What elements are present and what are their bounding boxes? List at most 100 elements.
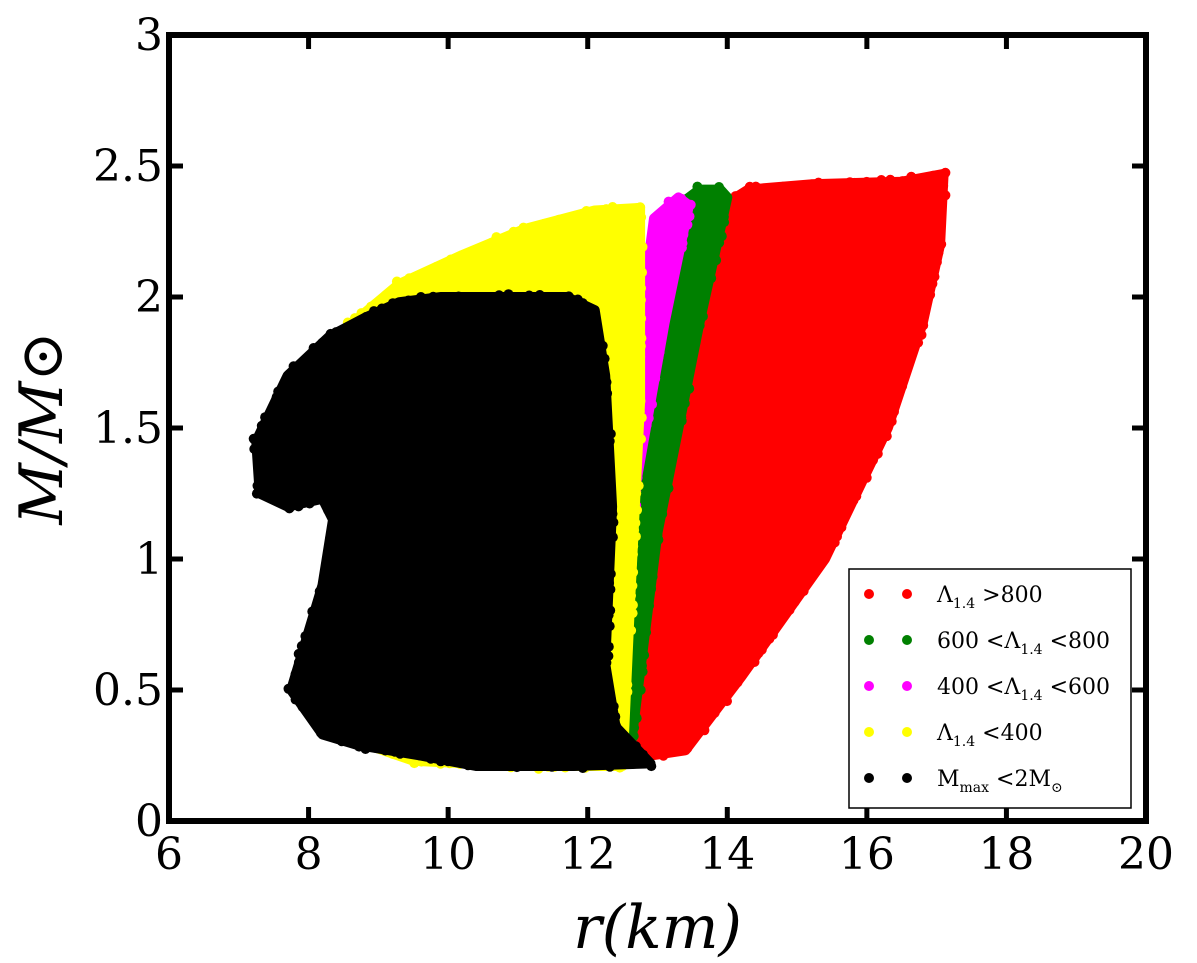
data-point [599,353,610,364]
y-tick-label: 0.5 [93,665,163,716]
data-point [670,424,680,435]
data-point [771,182,782,193]
data-point [635,341,646,352]
data-point [622,679,633,690]
data-point [652,530,663,541]
data-point [645,250,656,261]
data-point [315,596,326,607]
data-point [256,469,266,479]
data-point [718,211,729,222]
data-point [412,271,422,282]
data-point [463,760,473,771]
tick-layer: 6 8 10 12 14 16 18 20 0 0.5 1 1.5 2 2.5 3 [93,10,1174,880]
data-point [548,217,558,228]
data-point [597,340,608,351]
data-point [698,291,709,302]
data-point [326,523,337,534]
data-point [823,181,834,192]
data-point [635,396,646,406]
data-point [928,170,938,181]
data-point [297,701,308,712]
data-point [677,389,688,400]
data-point [658,206,668,217]
data-point [459,249,470,260]
data-point [619,696,630,707]
data-point [688,345,699,356]
data-point [615,729,626,740]
data-point [515,294,526,305]
legend-item: Mmax <2M⊙ [864,767,1063,796]
data-point [933,247,944,258]
data-point [692,181,703,192]
data-point [631,445,641,456]
data-point [252,480,263,491]
data-point [705,266,716,277]
data-point [749,657,760,667]
data-point [631,461,642,472]
data-point [935,218,946,229]
data-point [598,367,608,378]
data-point [860,464,871,475]
data-point [503,289,514,300]
data-point [602,685,613,696]
data-point [524,290,535,301]
data-point [617,706,628,717]
legend-marker [902,727,912,737]
data-point [617,204,628,215]
legend-box [848,568,1132,809]
data-point [600,414,611,425]
data-point [646,761,657,772]
data-point [626,625,637,636]
data-point [376,303,387,314]
data-point [518,222,529,233]
x-tick-label: 14 [699,829,755,880]
y-tick-label: 2.5 [93,141,163,192]
data-point [689,732,700,743]
data-point [628,541,639,552]
legend-label: Λ1.4 >800 [936,583,1043,612]
data-point [631,488,642,499]
data-point [786,182,797,193]
y-tick-label: 2 [135,272,163,323]
data-point [711,255,722,266]
data-point [679,398,690,409]
data-point [431,261,442,272]
data-point [308,343,319,353]
data-point [637,241,648,252]
data-point [605,584,616,595]
data-point [660,307,671,318]
data-point [632,323,643,334]
data-point [331,327,342,338]
data-point [633,371,644,382]
data-point [391,276,402,287]
data-point [664,453,675,464]
data-point [639,650,650,661]
y-tick-label: 0 [135,796,163,847]
data-point [611,721,622,732]
data-point [325,532,336,543]
data-point [934,230,945,241]
data-point [774,618,785,628]
data-point [697,300,708,311]
data-point [899,372,910,383]
data-point [601,657,612,668]
data-point [345,736,356,747]
data-point [635,351,646,362]
data-point [632,258,643,269]
data-point [281,380,292,390]
data-point [586,306,597,317]
data-point [798,586,809,597]
data-point [435,756,446,767]
data-point [631,426,642,436]
data-point [626,205,637,215]
data-point [603,641,614,652]
data-point [607,508,618,519]
data-point [650,373,661,384]
data-point [293,648,304,659]
data-point [767,629,778,640]
data-point [607,532,618,543]
data-point [354,741,365,752]
y-axis-title: M/M⊙ [7,331,77,525]
data-point [605,693,616,704]
data-point [676,242,687,253]
